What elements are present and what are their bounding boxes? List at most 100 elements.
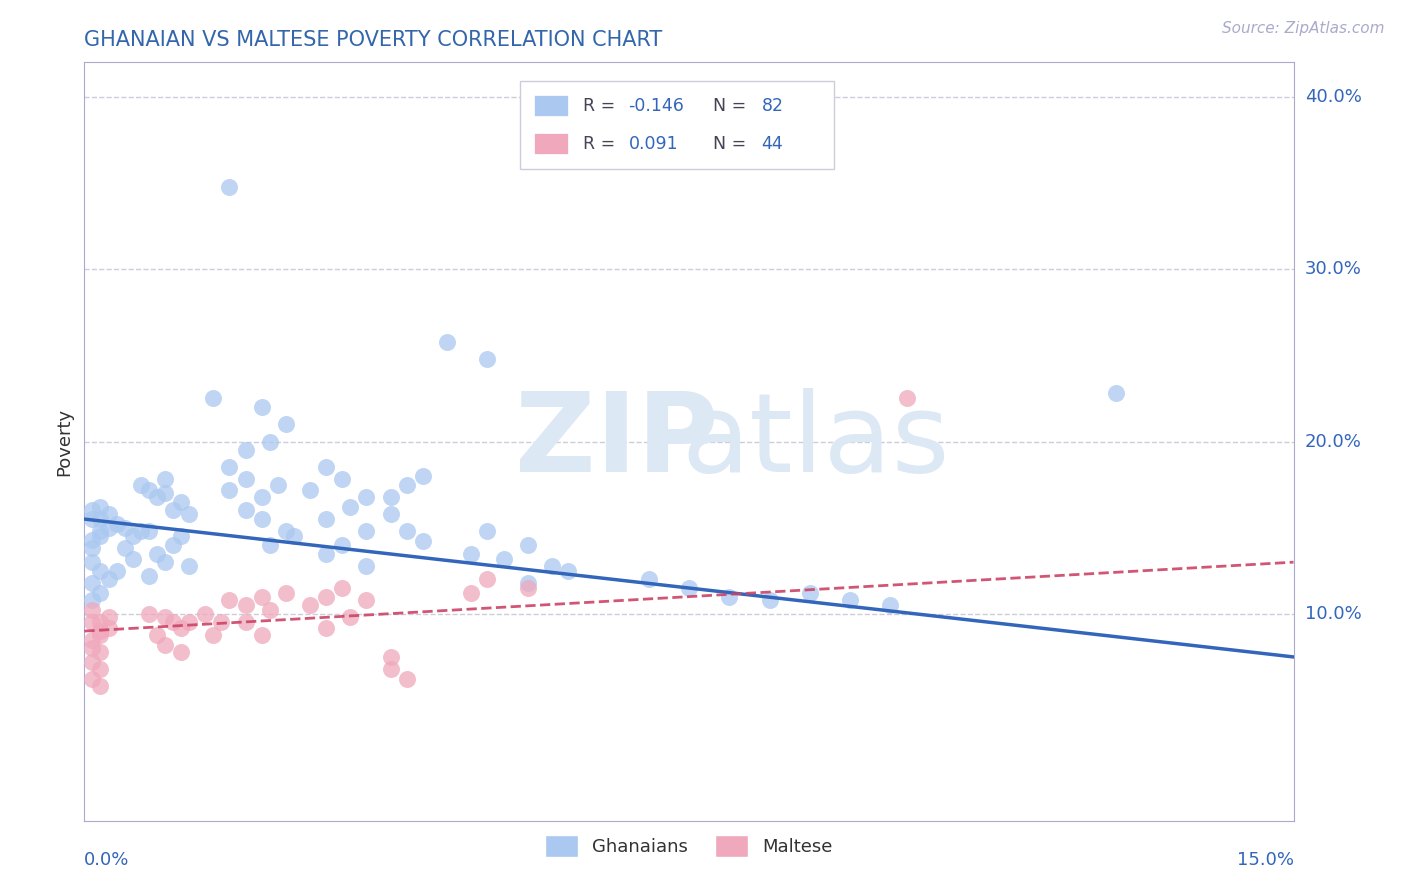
Point — [380, 662, 402, 676]
Point — [541, 558, 564, 573]
Point — [339, 610, 361, 624]
Point — [153, 486, 176, 500]
Point — [129, 477, 152, 491]
Point — [105, 517, 128, 532]
Point — [153, 638, 176, 652]
Point — [89, 627, 111, 641]
Point — [799, 586, 821, 600]
Point — [82, 673, 104, 687]
Point — [138, 569, 160, 583]
Point — [516, 538, 538, 552]
Point — [380, 649, 402, 664]
Point — [162, 538, 184, 552]
Point — [82, 575, 104, 590]
Text: 82: 82 — [762, 96, 783, 115]
Point — [89, 662, 111, 676]
FancyBboxPatch shape — [534, 95, 568, 116]
Point — [460, 586, 482, 600]
Point — [356, 558, 378, 573]
Text: atlas: atlas — [682, 388, 950, 495]
Point — [477, 524, 499, 538]
Point — [153, 473, 176, 487]
Text: GHANAIAN VS MALTESE POVERTY CORRELATION CHART: GHANAIAN VS MALTESE POVERTY CORRELATION … — [84, 29, 662, 50]
Point — [82, 615, 104, 630]
Point — [299, 599, 322, 613]
Point — [315, 621, 337, 635]
Legend: Ghanaians, Maltese: Ghanaians, Maltese — [538, 828, 839, 864]
Point — [330, 538, 353, 552]
Point — [97, 621, 120, 635]
Point — [235, 443, 257, 458]
Text: 0.091: 0.091 — [628, 135, 678, 153]
Text: -0.146: -0.146 — [628, 96, 685, 115]
Point — [274, 586, 297, 600]
Point — [250, 512, 273, 526]
Point — [82, 593, 104, 607]
Point — [274, 417, 297, 432]
Point — [678, 581, 700, 595]
Point — [162, 503, 184, 517]
Point — [274, 524, 297, 538]
Point — [718, 590, 741, 604]
Point — [114, 521, 136, 535]
Point — [89, 624, 111, 639]
Point — [356, 593, 378, 607]
Point — [82, 503, 104, 517]
Point — [97, 610, 120, 624]
Point — [170, 495, 193, 509]
Point — [89, 529, 111, 543]
Point — [516, 575, 538, 590]
Point — [356, 524, 378, 538]
Point — [146, 627, 169, 641]
Point — [250, 590, 273, 604]
Text: N =: N = — [713, 96, 752, 115]
Point — [89, 645, 111, 659]
Point — [380, 507, 402, 521]
Point — [477, 351, 499, 366]
Point — [412, 534, 434, 549]
Point — [179, 507, 201, 521]
Point — [395, 673, 418, 687]
Text: 10.0%: 10.0% — [1305, 605, 1361, 623]
Point — [218, 593, 240, 607]
Point — [97, 521, 120, 535]
Point — [235, 473, 257, 487]
Point — [105, 564, 128, 578]
Point — [896, 392, 918, 406]
Point — [412, 469, 434, 483]
Point — [250, 400, 273, 414]
Point — [330, 581, 353, 595]
Point — [235, 503, 257, 517]
Point — [202, 627, 225, 641]
Point — [82, 641, 104, 656]
Point — [259, 603, 281, 617]
Point — [97, 573, 120, 587]
Point — [89, 615, 111, 630]
Point — [218, 460, 240, 475]
Point — [218, 179, 240, 194]
Point — [436, 334, 458, 349]
Text: ZIP: ZIP — [515, 388, 718, 495]
Point — [879, 599, 901, 613]
Point — [138, 607, 160, 621]
Point — [250, 490, 273, 504]
Point — [146, 547, 169, 561]
Point — [330, 473, 353, 487]
Point — [82, 632, 104, 647]
Y-axis label: Poverty: Poverty — [55, 408, 73, 475]
Text: 44: 44 — [762, 135, 783, 153]
Point — [283, 529, 305, 543]
Text: 0.0%: 0.0% — [84, 851, 129, 869]
Point — [235, 615, 257, 630]
Point — [121, 551, 143, 566]
Point — [1105, 386, 1128, 401]
Point — [380, 490, 402, 504]
Text: N =: N = — [713, 135, 752, 153]
Point — [89, 512, 111, 526]
Point — [477, 573, 499, 587]
Text: 40.0%: 40.0% — [1305, 88, 1361, 106]
Point — [138, 524, 160, 538]
Point — [97, 507, 120, 521]
Point — [170, 645, 193, 659]
Point — [259, 538, 281, 552]
